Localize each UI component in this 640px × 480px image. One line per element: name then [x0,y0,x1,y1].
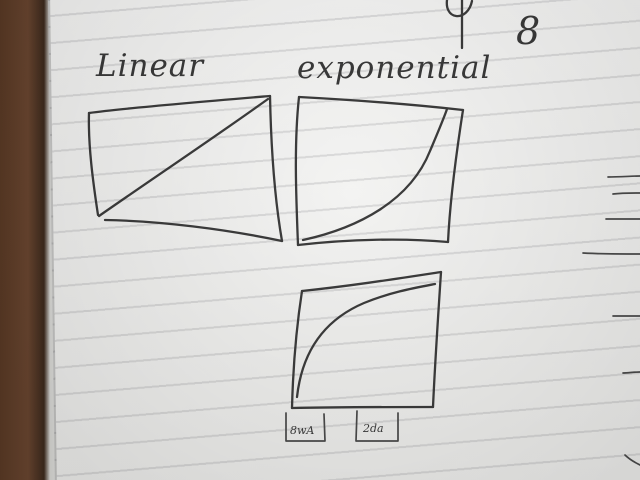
phi-symbol [445,0,474,50]
tick-box-right [355,410,399,442]
linear-chart-top-border [87,94,272,115]
linear-chart-left-border [87,111,100,217]
exponential-chart-top-border [297,95,465,112]
margin-mark-4 [582,252,640,255]
margin-marks [582,175,640,466]
saturation-chart-top-border [300,270,443,293]
exponential-chart-bottom-border [296,238,450,247]
saturation-chart [290,270,443,410]
linear-label: Linear [95,48,205,84]
tick-box-left [285,412,326,442]
linear-chart [87,94,284,243]
exponential-curve [301,107,449,242]
saturation-chart-right-border [431,270,443,409]
exponential-chart-left-border [294,95,301,247]
saturation-chart-left-border [290,289,304,410]
saturation-curve [295,282,437,399]
saturation-chart-bottom-border [290,405,435,410]
margin-mark-7 [624,454,640,466]
tick-label-left: 8wA [290,424,314,437]
tick-label-right: 2da [362,422,384,435]
margin-mark-6 [622,371,640,374]
linear-chart-bottom-border [103,218,284,243]
exponential-chart-right-border [446,108,465,244]
phi-bowl [445,0,474,18]
corner-number: 8 [516,9,540,53]
exponential-label: exponential [297,50,491,86]
margin-mark-2 [612,192,640,195]
exponential-chart [294,95,465,247]
linear-chart-right-border [268,94,284,243]
linear-curve [97,97,270,218]
margin-mark-1 [607,175,640,178]
x-axis-tick-boxes: 8wA 2da [285,410,399,442]
